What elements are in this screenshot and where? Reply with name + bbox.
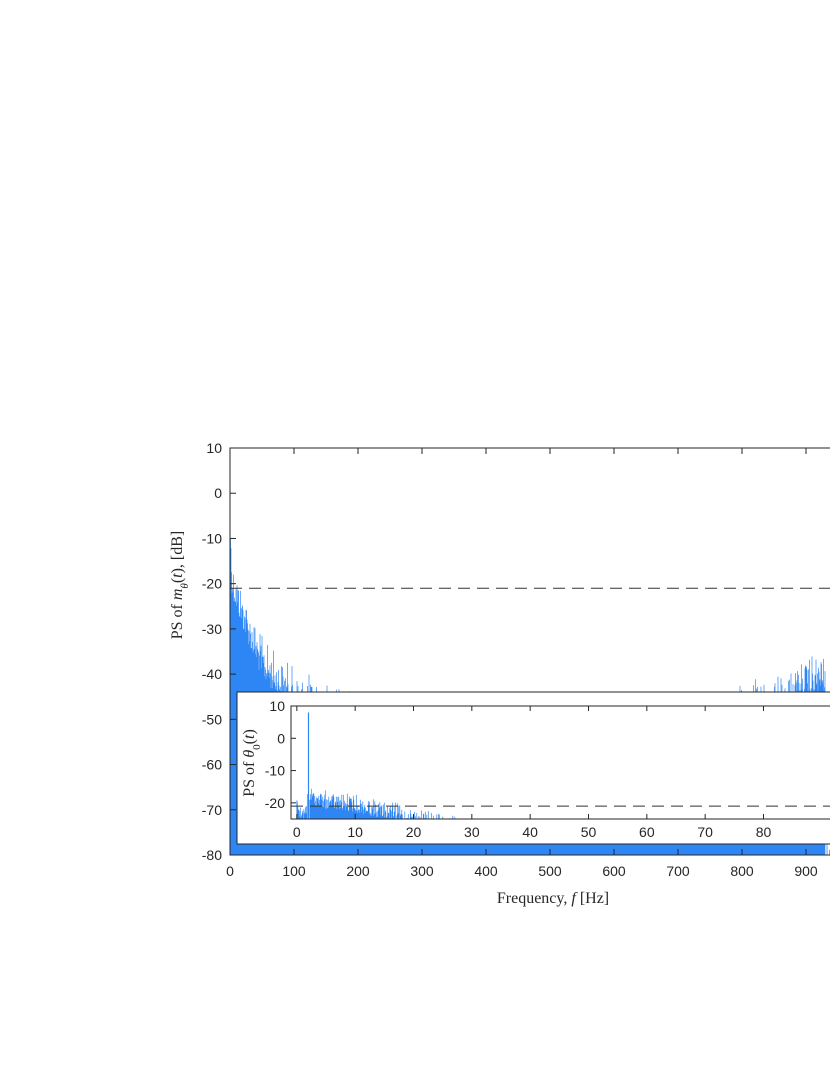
main-x-tick-label: 600 [602, 863, 626, 879]
main-y-axis-label: PS of mθ(t), [dB] [169, 531, 191, 640]
inset-spectrum-path [296, 788, 484, 819]
main-y-tick-label: 10 [206, 440, 222, 456]
main-y-tick-label: -70 [202, 802, 222, 818]
inset-x-tick-label: 50 [581, 824, 597, 840]
inset-x-tick-label: 0 [293, 824, 301, 840]
main-y-tick-label: 0 [214, 485, 222, 501]
main-x-axis: 0 100 200 300 400 500 600 700 800 900 [226, 448, 818, 879]
inset-x-tick-label: 10 [347, 824, 363, 840]
main-x-tick-label: 700 [666, 863, 690, 879]
inset-y-tick-label: 10 [269, 698, 285, 714]
inset-background [236, 691, 830, 845]
main-y-tick-label: -20 [202, 576, 222, 592]
inset-y-axis-label: PS of θ0(t) [241, 729, 263, 797]
inset-x-tick-label: 20 [406, 824, 422, 840]
inset-y-tick-label: -10 [265, 763, 285, 779]
main-x-tick-label: 900 [794, 863, 818, 879]
inset-x-tick-label: 70 [697, 824, 713, 840]
main-x-tick-label: 0 [226, 863, 234, 879]
inset-y-tick-label: 0 [277, 730, 285, 746]
inset-x-tick-label: 80 [756, 824, 772, 840]
inset-y-axis: 10 0 -10 -20 [265, 698, 296, 811]
inset-x-tick-label: 30 [464, 824, 480, 840]
main-y-tick-label: -80 [202, 847, 222, 863]
main-x-tick-label: 500 [538, 863, 562, 879]
main-y-tick-label: -50 [202, 711, 222, 727]
main-x-tick-label: 800 [730, 863, 754, 879]
main-chart: 0 100 200 300 400 500 600 700 800 900 100-10-20-3… [169, 440, 830, 907]
main-x-axis-label: Frequency, f [Hz] [497, 890, 609, 907]
inset-x-tick-label: 40 [522, 824, 538, 840]
main-x-tick-label: 400 [474, 863, 498, 879]
main-y-tick-label: -40 [202, 666, 222, 682]
main-y-axis: 10 0 -10 -20 -30 -40 -50 -60 -70 -80 [202, 440, 236, 863]
main-y-tick-label: -30 [202, 621, 222, 637]
inset-x-axis: 0 10 20 30 40 50 60 70 80 [293, 706, 772, 840]
main-x-tick-label: 200 [346, 863, 370, 879]
inset-chart: 0 10 20 30 40 50 60 70 80 10 0 -10 -20 PS of θ0(t) [236, 691, 830, 845]
inset-spectrum-series [296, 712, 484, 819]
main-x-tick-label: 300 [410, 863, 434, 879]
inset-y-tick-label: -20 [265, 795, 285, 811]
inset-plot-frame [290, 705, 830, 820]
main-y-tick-label: -10 [202, 530, 222, 546]
inset-x-tick-label: 60 [639, 824, 655, 840]
main-y-tick-label: -60 [202, 757, 222, 773]
main-x-tick-label: 100 [282, 863, 306, 879]
